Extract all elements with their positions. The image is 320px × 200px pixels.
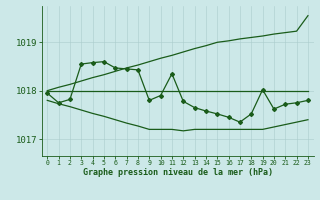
X-axis label: Graphe pression niveau de la mer (hPa): Graphe pression niveau de la mer (hPa) (83, 168, 273, 177)
